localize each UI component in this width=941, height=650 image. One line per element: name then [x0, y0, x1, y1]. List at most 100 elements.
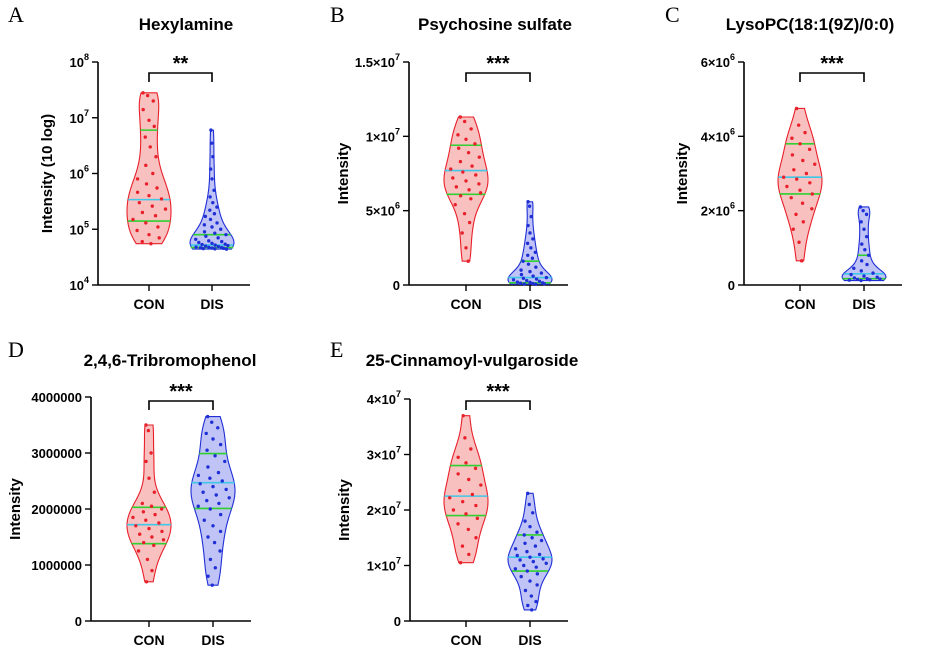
y-tick-exponent: 5	[84, 219, 89, 229]
chart-title: 25-Cinnamoyl-vulgaroside	[366, 351, 579, 370]
data-point	[849, 272, 853, 277]
data-point	[474, 503, 478, 508]
data-point	[208, 507, 212, 511]
data-point	[218, 529, 223, 534]
data-point	[463, 436, 467, 440]
y-tick-base: 2000000	[31, 502, 82, 517]
data-point	[858, 205, 863, 209]
violin-con	[777, 107, 823, 262]
data-point	[456, 133, 460, 137]
y-tick-base: 10	[70, 167, 84, 182]
data-point	[530, 536, 534, 540]
data-point	[529, 214, 533, 219]
significance-bracket	[799, 72, 865, 82]
y-axis-label: Intensity (10 log)	[39, 114, 56, 233]
data-point	[147, 118, 151, 123]
data-point	[218, 442, 223, 447]
y-tick-label: 0	[394, 614, 401, 629]
data-point	[466, 150, 471, 155]
panel-letter: D	[8, 337, 24, 362]
data-point	[135, 177, 140, 181]
data-point	[519, 272, 524, 277]
data-point	[534, 599, 538, 604]
data-point	[456, 146, 461, 150]
data-point	[866, 253, 871, 257]
data-point	[210, 420, 214, 424]
data-point	[859, 278, 863, 283]
data-point	[152, 543, 156, 548]
y-tick-label: 1×107	[366, 126, 400, 144]
data-point	[151, 171, 155, 176]
data-point	[528, 524, 532, 529]
data-point	[852, 276, 857, 280]
data-point	[533, 544, 538, 548]
data-point	[145, 557, 150, 562]
data-point	[456, 455, 460, 459]
panel-c: C LysoPC(18:1(9Z)/0:0)Intensity02×1064×10…	[665, 2, 902, 312]
data-point	[798, 142, 802, 146]
y-tick-base: 10	[70, 222, 84, 237]
data-point	[150, 204, 154, 208]
y-tick-base: 3×10	[367, 448, 396, 463]
data-point	[810, 207, 814, 211]
y-axis-label: Intensity	[335, 142, 352, 204]
data-point	[140, 210, 145, 215]
data-point	[467, 188, 471, 192]
significance-marker: ***	[486, 381, 510, 403]
y-tick-base: 1×10	[367, 559, 396, 574]
y-tick-label: 4000000	[31, 390, 82, 405]
significance-marker: ***	[486, 53, 510, 75]
y-tick-base: 1000000	[31, 558, 82, 573]
data-point	[154, 155, 158, 159]
data-point	[464, 137, 468, 142]
y-tick-label: 4×106	[701, 126, 735, 144]
data-point	[213, 247, 217, 251]
category-label: CON	[133, 632, 164, 648]
data-point	[458, 194, 463, 198]
y-tick-base: 2×10	[367, 503, 396, 518]
data-point	[526, 491, 530, 496]
data-point	[147, 526, 151, 531]
data-point	[790, 136, 794, 140]
data-point	[801, 220, 806, 224]
y-tick-label: 104	[70, 275, 89, 293]
violin-dis	[507, 492, 553, 611]
data-point	[525, 278, 529, 283]
data-point	[871, 271, 875, 275]
data-point	[201, 246, 205, 251]
data-point	[464, 461, 468, 465]
data-point	[535, 583, 539, 587]
data-point	[522, 563, 526, 568]
data-point	[208, 195, 212, 199]
chart-title: Psychosine sulfate	[418, 15, 572, 34]
y-tick-exponent: 7	[84, 108, 89, 118]
data-point	[202, 223, 207, 227]
data-point	[206, 465, 210, 469]
data-point	[200, 242, 204, 247]
data-point	[518, 558, 522, 562]
data-point	[198, 482, 202, 486]
category-label: DIS	[518, 632, 541, 648]
data-point	[210, 177, 214, 181]
y-tick-base: 1×10	[366, 129, 395, 144]
y-tick-label: 2000000	[31, 502, 82, 517]
data-point	[224, 487, 228, 492]
y-axis-label: Intensity	[674, 142, 691, 204]
data-point	[454, 185, 459, 189]
data-point	[859, 220, 863, 224]
data-point	[469, 197, 473, 201]
y-tick-label: 4×107	[367, 389, 401, 407]
data-point	[791, 227, 795, 231]
panel-letter: C	[665, 2, 680, 27]
data-point	[213, 243, 217, 247]
y-tick-exponent: 6	[730, 52, 735, 62]
data-point	[544, 275, 549, 280]
y-axis-label: Intensity	[7, 478, 24, 540]
data-point	[528, 231, 532, 235]
data-point	[531, 559, 535, 564]
data-point	[141, 510, 146, 514]
data-point	[149, 242, 153, 246]
data-point	[458, 488, 462, 493]
data-point	[194, 237, 198, 242]
data-point	[205, 414, 210, 419]
